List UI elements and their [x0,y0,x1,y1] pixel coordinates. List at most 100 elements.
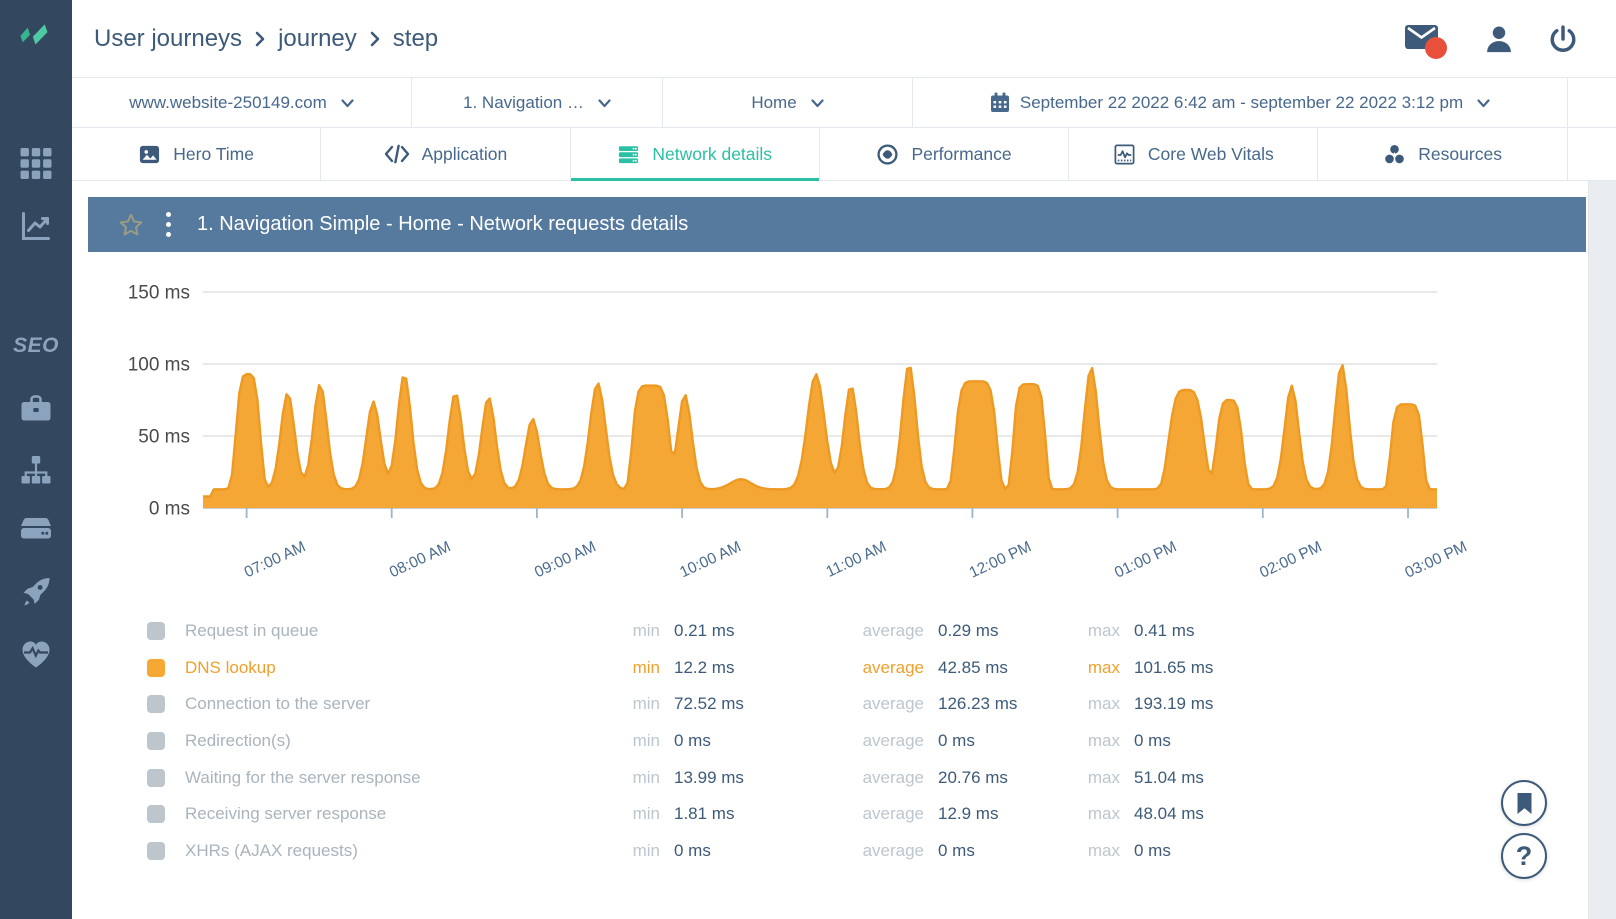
dns-lookup-line [203,364,1437,498]
min-key: min [632,731,660,751]
sidebar-item-seo[interactable]: SEO [13,334,59,357]
network-requests-chart[interactable]: 0 ms 50 ms 100 ms 150 ms 07:00 AM 08:00 AM 09:… [88,260,1586,605]
sidebar-item-structure[interactable] [21,455,52,490]
series-swatch[interactable] [147,768,165,787]
journey-dropdown-label: 1. Navigation … [463,92,584,112]
tab-performance[interactable]: Performance [820,128,1070,180]
average-value: 0 ms [938,840,975,860]
x-axis-tick-label: 03:00 PM [1402,538,1469,581]
min-key: min [632,657,660,677]
sidebar: SEO [0,0,72,919]
max-value: 0.41 ms [1134,621,1195,641]
logout-button[interactable] [1548,24,1578,54]
min-value: 12.2 ms [674,657,735,677]
breadcrumb-step[interactable]: step [392,25,439,52]
min-value: 13.99 ms [674,767,744,787]
sidebar-item-speed[interactable] [20,575,53,613]
rocket-icon [23,578,50,606]
briefcase-icon [21,395,51,421]
dns-lookup-area[interactable] [203,365,1437,508]
series-label[interactable]: DNS lookup [185,657,276,677]
max-value: 48.04 ms [1134,804,1204,824]
sidebar-item-monitoring[interactable] [20,210,52,247]
chevron-down-icon [341,93,354,113]
max-key: max [1087,621,1120,641]
tab-network-details[interactable]: Network details [570,128,820,181]
max-key: max [1087,731,1120,751]
tab-label: Resources [1418,143,1502,164]
series-label[interactable]: Waiting for the server response [185,767,421,787]
app-logo[interactable] [14,12,58,61]
max-value: 193.19 ms [1134,694,1214,714]
line-chart-icon [22,212,50,240]
tab-label: Performance [911,143,1012,164]
min-value: 1.81 ms [674,804,735,824]
area-chart[interactable]: 0 ms 50 ms 100 ms 150 ms 07:00 AM 08:00 AM 09:… [88,260,1586,605]
sidebar-item-dashboard[interactable] [20,148,52,184]
x-axis-tick-label: 01:00 PM [1112,538,1179,581]
help-button[interactable]: ? [1501,833,1547,879]
breadcrumb-separator-icon [370,31,380,47]
series-label[interactable]: Receiving server response [185,804,387,824]
series-swatch[interactable] [147,658,165,677]
bookmark-button[interactable] [1501,780,1547,826]
sidebar-item-servers[interactable] [20,517,52,548]
series-swatch[interactable] [147,805,165,824]
max-key: max [1087,840,1120,860]
website-dropdown-label: www.website-250149.com [129,92,327,112]
y-axis-tick-label: 100 ms [128,355,190,376]
x-axis-tick-label: 09:00 AM [532,538,599,581]
min-value: 72.52 ms [674,694,744,714]
website-dropdown[interactable]: www.website-250149.com [72,78,412,127]
server-stack-icon [617,143,640,166]
x-axis-tick-label: 07:00 AM [242,538,309,581]
chevron-down-icon [811,93,824,113]
series-swatch[interactable] [147,841,165,860]
series-label[interactable]: Redirection(s) [185,731,291,751]
breadcrumb-user-journeys[interactable]: User journeys [94,25,243,52]
panel-title: 1. Navigation Simple - Home - Network re… [197,213,689,235]
sitemap-icon [21,456,51,484]
favorite-star-button[interactable] [118,212,144,238]
series-swatch[interactable] [147,732,165,751]
x-axis-tick-label: 02:00 PM [1257,538,1324,581]
max-value: 101.65 ms [1134,657,1214,677]
tab-hero-time[interactable]: Hero Time [72,128,322,180]
messages-button[interactable] [1404,18,1450,60]
sidebar-item-health[interactable] [20,639,52,674]
tab-core-web-vitals[interactable]: Core Web Vitals [1069,128,1319,180]
tab-resources[interactable]: Resources [1318,128,1568,180]
step-dropdown-label: Home [751,92,797,112]
panel-menu-button[interactable] [166,212,171,237]
average-value: 0 ms [938,731,975,751]
filter-bar: www.website-250149.com 1. Navigation … H… [72,78,1616,128]
star-icon [119,213,143,235]
series-label[interactable]: Connection to the server [185,694,371,714]
tab-application[interactable]: Application [321,128,571,180]
y-axis-tick-label: 150 ms [128,283,190,304]
journey-dropdown[interactable]: 1. Navigation … [412,78,663,127]
min-value: 0 ms [674,731,711,751]
series-label[interactable]: Request in queue [185,621,319,641]
date-range-picker[interactable]: September 22 2022 6:42 am - september 22… [913,78,1568,127]
grid-icon [20,148,52,179]
breadcrumb-separator-icon [255,31,265,47]
max-value: 51.04 ms [1134,767,1204,787]
min-key: min [632,694,660,714]
series-swatch[interactable] [147,622,165,641]
eye-icon [876,143,899,166]
date-range-label: September 22 2022 6:42 am - september 22… [1019,92,1464,112]
chevron-down-icon [598,93,611,113]
step-dropdown[interactable]: Home [663,78,913,127]
series-swatch[interactable] [147,695,165,714]
min-key: min [632,767,660,787]
average-key: average [862,804,924,824]
tab-label: Application [421,143,508,164]
waveform-icon [1113,143,1136,166]
account-button[interactable] [1484,24,1514,54]
breadcrumb-journey[interactable]: journey [278,25,357,52]
series-label[interactable]: XHRs (AJAX requests) [185,840,358,860]
sidebar-item-toolbox[interactable] [21,394,52,428]
code-icon [384,143,410,165]
